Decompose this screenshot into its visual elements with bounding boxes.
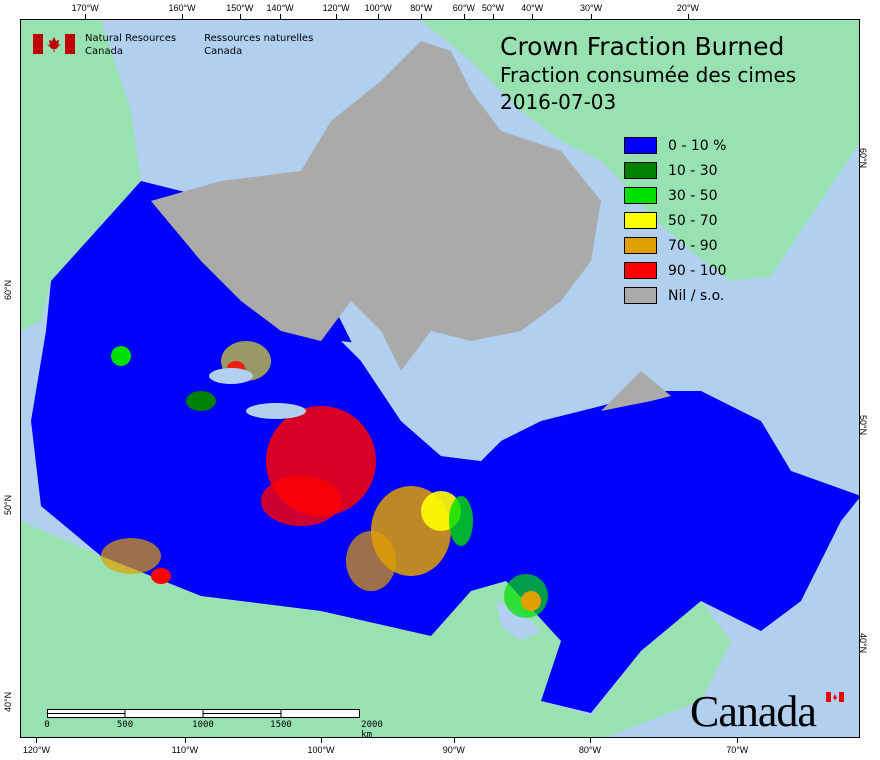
tick-mark xyxy=(687,14,689,19)
tick-mark xyxy=(591,14,593,19)
no-data-arctic xyxy=(151,41,601,371)
legend-label: 90 - 100 xyxy=(668,262,727,279)
graticule-label: 60°W xyxy=(452,3,475,13)
tick-mark xyxy=(85,14,87,19)
legend-item: 10 - 30 xyxy=(624,158,727,183)
legend-swatch xyxy=(624,262,657,279)
agency-country-fr: Canada xyxy=(204,46,243,57)
legend-swatch xyxy=(624,212,657,229)
graticule-label: 40°W xyxy=(521,3,544,13)
graticule-label: 150°W xyxy=(226,3,254,13)
tick-mark xyxy=(239,14,241,19)
legend-swatch xyxy=(624,237,657,254)
graticule-label: 50°N xyxy=(858,415,868,436)
tick-mark xyxy=(421,14,423,19)
legend: 0 - 10 % 10 - 30 30 - 50 50 - 70 70 - 90 90 -… xyxy=(624,133,727,308)
graticule-label: 40°N xyxy=(858,633,868,654)
tick-mark xyxy=(492,14,494,19)
tick-mark xyxy=(336,14,338,19)
graticule-label: 20°W xyxy=(676,3,700,13)
map-title: Crown Fraction Burned Fraction consumée … xyxy=(500,32,796,116)
legend-item: 0 - 10 % xyxy=(624,133,727,158)
canada-flag-icon xyxy=(33,34,75,54)
legend-item: 90 - 100 xyxy=(624,258,727,283)
canada-mainland xyxy=(31,181,859,713)
scale-bar: 0 500 1000 1500 2000 km xyxy=(44,706,383,740)
graticule-label: 90°W xyxy=(442,745,465,755)
graticule-label: 100°W xyxy=(364,3,392,13)
tick-mark xyxy=(737,738,739,743)
great-lakes xyxy=(496,601,541,641)
canada-wordmark: Canada xyxy=(690,686,844,737)
fire-map[interactable] xyxy=(21,20,860,738)
scale-bar-graphic xyxy=(47,709,360,718)
fire-clusters xyxy=(101,341,548,618)
graticule-label: 40°N xyxy=(3,691,13,712)
wordmark-text: Canada xyxy=(690,687,817,736)
scale-bar-label: 2000 km xyxy=(361,720,383,740)
legend-swatch xyxy=(624,187,657,204)
graticule-label: 30°W xyxy=(579,3,603,13)
map-date: 2016-07-03 xyxy=(500,90,617,114)
legend-swatch xyxy=(624,287,657,304)
legend-swatch xyxy=(624,162,657,179)
graticule-label: 120°W xyxy=(322,3,350,13)
legend-label: 70 - 90 xyxy=(668,237,718,254)
graticule-label: 100°W xyxy=(307,745,335,755)
hudson-bay xyxy=(341,341,501,461)
agency-country-en: Canada xyxy=(85,46,124,57)
tick-mark xyxy=(321,738,322,743)
tick-mark xyxy=(532,14,534,19)
tick-mark xyxy=(463,14,465,19)
legend-label: Nil / s.o. xyxy=(668,287,725,304)
tick-mark xyxy=(184,738,186,743)
graticule-label: 50°W xyxy=(481,3,505,13)
tick-mark xyxy=(453,738,455,743)
tick-mark xyxy=(280,14,282,19)
no-data-quebec-north xyxy=(601,371,671,411)
scale-bar-label: 0 xyxy=(44,720,50,730)
scale-bar-label: 500 xyxy=(116,720,134,730)
title-fr: Fraction consumée des cimes xyxy=(500,63,797,87)
usa xyxy=(21,521,731,737)
graticule-label: 110°W xyxy=(171,745,199,755)
agency-name-fr: Ressources naturelles xyxy=(204,33,314,44)
graticule-label: 60°N xyxy=(858,148,868,169)
scale-bar-label: 1000 xyxy=(192,720,214,730)
legend-item: 30 - 50 xyxy=(624,183,727,208)
legend-item: 70 - 90 xyxy=(624,233,727,258)
graticule-label: 120°W xyxy=(22,745,50,755)
tick-mark xyxy=(182,14,184,19)
graticule-label: 60°N xyxy=(3,279,13,300)
tick-mark xyxy=(589,738,591,743)
legend-label: 0 - 10 % xyxy=(668,137,727,154)
graticule-label: 80°W xyxy=(410,3,433,13)
legend-item: Nil / s.o. xyxy=(624,283,727,308)
nrcan-signature: Natural Resources Canada Ressources natu… xyxy=(33,32,331,58)
legend-label: 30 - 50 xyxy=(668,187,718,204)
graticule-label: 140°W xyxy=(266,3,294,13)
tick-mark xyxy=(378,14,380,19)
title-en: Crown Fraction Burned xyxy=(500,32,785,61)
tick-mark xyxy=(36,738,38,743)
wordmark-flag-icon xyxy=(826,692,844,702)
map-frame xyxy=(20,19,860,738)
legend-swatch xyxy=(624,137,657,154)
agency-name-en: Natural Resources xyxy=(85,33,177,44)
legend-item: 50 - 70 xyxy=(624,208,727,233)
graticule-label: 50°N xyxy=(3,494,13,515)
scale-bar-label: 1500 xyxy=(270,720,292,730)
graticule-label: 70°W xyxy=(726,745,749,755)
alaska xyxy=(21,20,141,331)
graticule-label: 170°W xyxy=(71,3,99,13)
graticule-label: 160°W xyxy=(168,3,196,13)
legend-label: 10 - 30 xyxy=(668,162,718,179)
graticule-label: 80°W xyxy=(578,745,601,755)
legend-label: 50 - 70 xyxy=(668,212,718,229)
